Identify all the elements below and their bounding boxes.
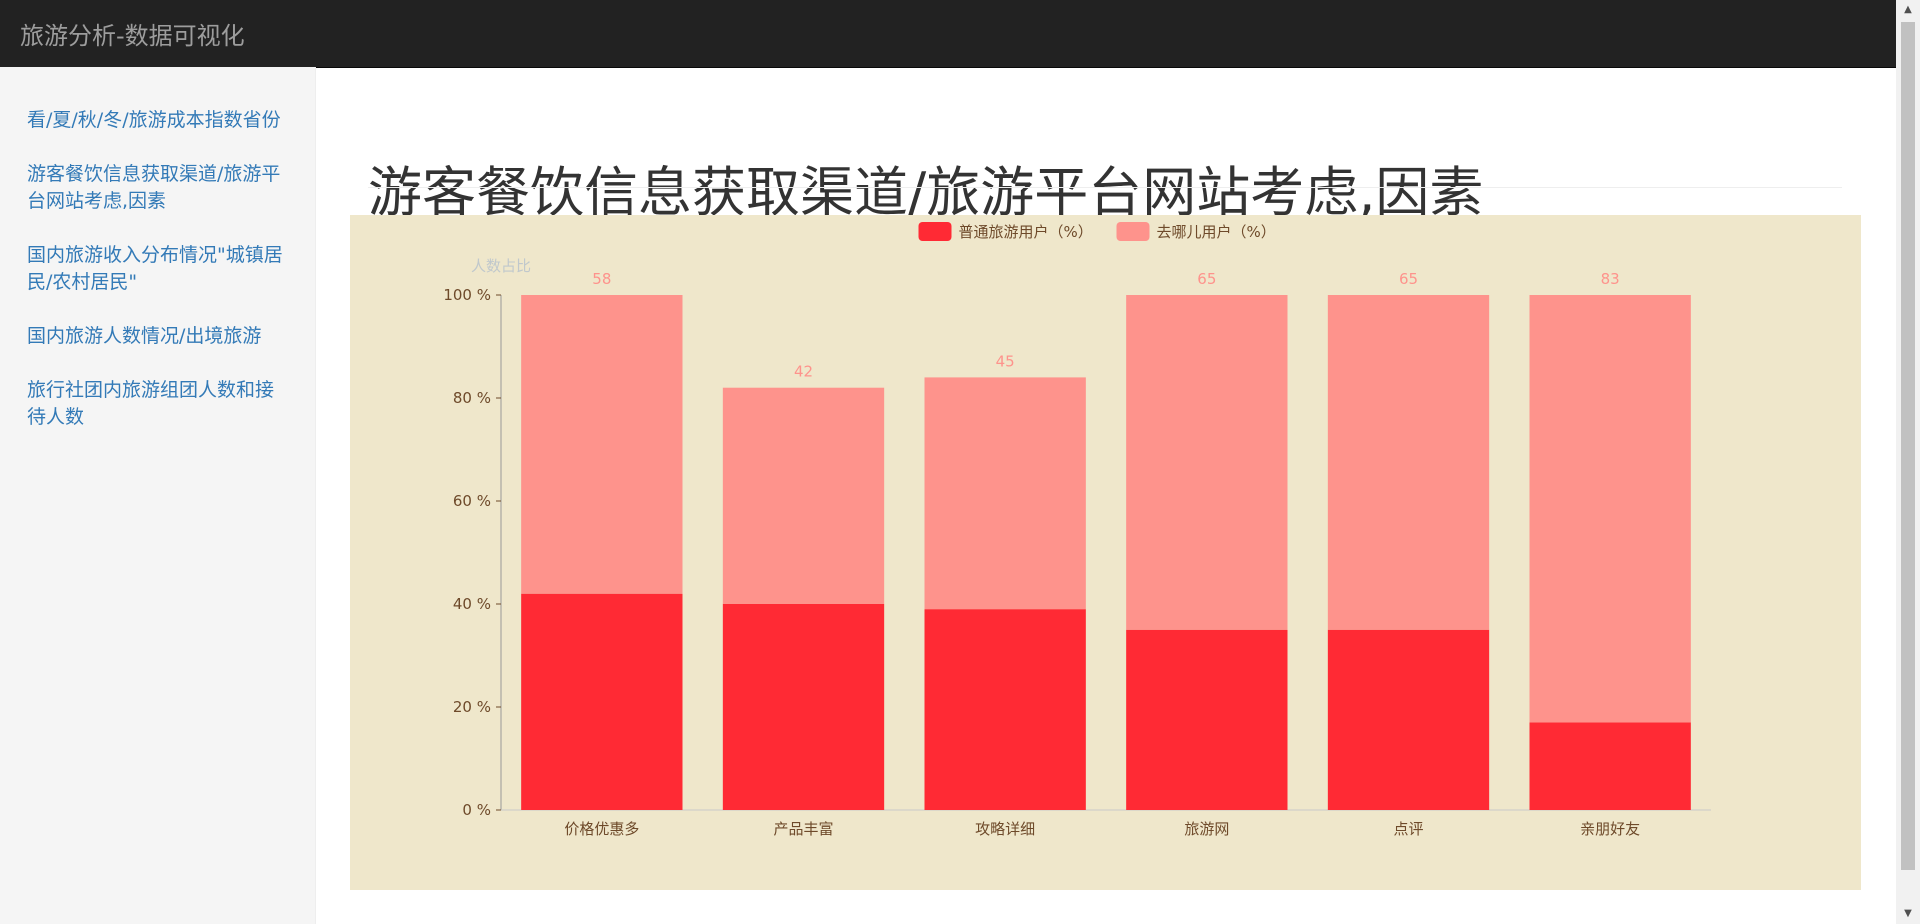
bar-segment <box>1126 295 1288 630</box>
x-tick-label: 价格优惠多 <box>564 820 639 838</box>
scroll-up-arrow-icon[interactable]: ▲ <box>1904 4 1912 15</box>
x-axis: 价格优惠多 产品丰富 攻略详细 旅游网 点评 亲朋好友 <box>564 820 1640 838</box>
bar-value-label: 65 <box>1197 270 1216 288</box>
bar-segment <box>521 593 683 810</box>
bar-segment <box>924 377 1086 610</box>
sidebar-item-tourist-count[interactable]: 国内旅游人数情况/出境旅游 <box>27 325 262 347</box>
sidebar: 看/夏/秋/冬/旅游成本指数省份 游客餐饮信息获取渠道/旅游平台网站考虑,因素 … <box>0 67 316 924</box>
scroll-thumb[interactable] <box>1901 22 1915 870</box>
page-title: 游客餐饮信息获取渠道/旅游平台网站考虑,因素 <box>368 161 1484 225</box>
y-axis: 0 % 20 % 40 % 60 % 80 % 100 % <box>443 286 1711 819</box>
bar-value-label: 45 <box>996 352 1015 370</box>
y-tick-label: 60 % <box>453 492 491 510</box>
sidebar-item-dining-channels[interactable]: 游客餐饮信息获取渠道/旅游平台网站考虑,因素 <box>27 163 281 212</box>
x-tick-label: 点评 <box>1393 820 1423 838</box>
y-tick-label: 20 % <box>453 698 491 716</box>
bar-segment <box>1529 722 1691 810</box>
chart-container: 普通旅游用户（%） 去哪儿用户（%） 人数占比 0 % 20 % 40 % 60 % 80… <box>350 215 1861 890</box>
y-tick-label: 0 % <box>462 801 491 819</box>
bars: 58 42 45 65 65 83 <box>521 270 1691 810</box>
bar-value-label: 65 <box>1399 270 1418 288</box>
bar-value-label: 42 <box>794 363 813 381</box>
bar-segment <box>1327 295 1490 630</box>
top-navbar: 旅游分析-数据可视化 <box>0 0 1896 68</box>
sidebar-item-income-distribution[interactable]: 国内旅游收入分布情况"城镇居民/农村居民" <box>27 244 283 293</box>
chart-legend: 普通旅游用户（%） 去哪儿用户（%） <box>918 222 1276 241</box>
legend-swatch <box>1116 222 1150 241</box>
y-axis-label: 人数占比 <box>471 257 531 275</box>
title-divider <box>368 187 1842 188</box>
y-tick-label: 80 % <box>453 389 491 407</box>
stacked-bar-chart: 普通旅游用户（%） 去哪儿用户（%） 人数占比 0 % 20 % 40 % 60 % 80… <box>443 222 1711 838</box>
x-tick-label: 产品丰富 <box>773 820 833 838</box>
legend-label: 去哪儿用户（%） <box>1157 223 1276 241</box>
bar-segment <box>1327 629 1490 810</box>
bar-segment <box>722 604 885 810</box>
bar-segment <box>722 387 885 604</box>
y-tick-label: 40 % <box>453 595 491 613</box>
x-tick-label: 旅游网 <box>1184 820 1229 838</box>
vertical-scrollbar[interactable]: ▲ ▼ <box>1896 0 1920 924</box>
legend-swatch <box>918 222 952 241</box>
bar-value-label: 83 <box>1601 270 1620 288</box>
bar-value-label: 58 <box>592 270 611 288</box>
bar-segment <box>1529 295 1691 723</box>
legend-label: 普通旅游用户（%） <box>959 223 1093 241</box>
sidebar-item-travel-agency[interactable]: 旅行社团内旅游组团人数和接待人数 <box>27 379 275 428</box>
sidebar-item-seasonal-cost[interactable]: 看/夏/秋/冬/旅游成本指数省份 <box>27 109 281 131</box>
brand-title[interactable]: 旅游分析-数据可视化 <box>20 22 245 50</box>
y-tick-label: 100 % <box>443 286 491 304</box>
bar-segment <box>1126 629 1288 810</box>
scroll-down-arrow-icon[interactable]: ▼ <box>1904 908 1912 919</box>
bar-segment <box>521 295 683 594</box>
bar-segment <box>924 609 1086 810</box>
x-tick-label: 攻略详细 <box>975 820 1035 838</box>
x-tick-label: 亲朋好友 <box>1580 820 1640 838</box>
